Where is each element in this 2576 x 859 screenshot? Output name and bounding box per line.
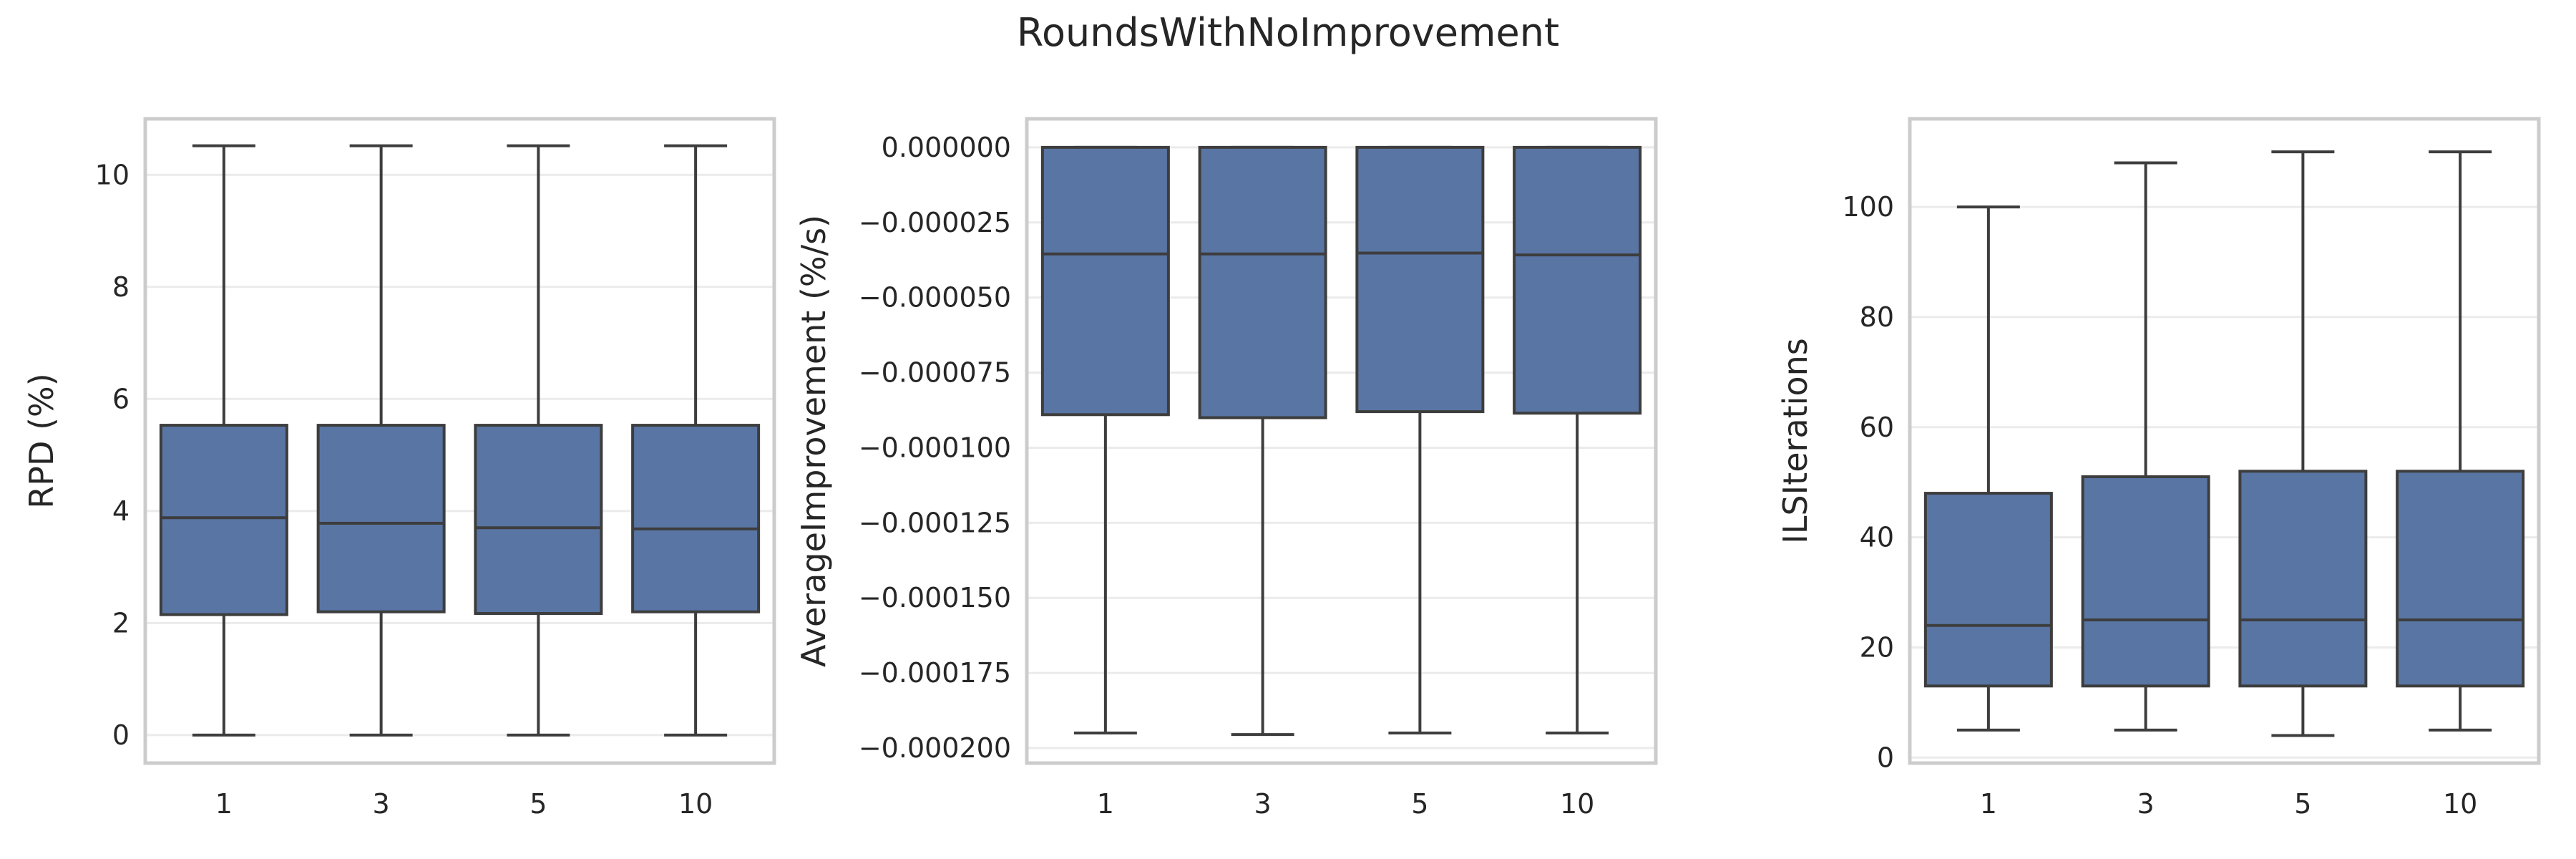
y-tick-label: 8 (112, 271, 130, 303)
x-tick-label: 1 (1980, 788, 1997, 820)
box-5 (1355, 145, 1485, 735)
box-5 (2238, 150, 2368, 737)
subplot-1: 0 2 4 6 8 10 1 3 5 10 RPD (%) (22, 117, 776, 820)
iqr-box (1355, 145, 1485, 414)
box-3 (1198, 145, 1327, 737)
iqr-box (2238, 470, 2368, 688)
y-tick-label: 10 (95, 159, 130, 190)
iqr-box (1513, 145, 1642, 415)
y-tick-label: 100 (1842, 191, 1894, 223)
axes-frame (143, 117, 776, 765)
box-10 (631, 144, 761, 737)
y-tick-label: 2 (112, 607, 130, 639)
y-tick-label: −0.000150 (859, 582, 1011, 613)
y-tick-label: −0.000100 (859, 432, 1011, 463)
y-tick-label: −0.000050 (859, 282, 1011, 314)
iqr-box (2396, 470, 2525, 688)
y-tick-label: 0 (1877, 742, 1894, 773)
x-tick-label: 1 (215, 788, 233, 820)
y-tick-label: 6 (112, 383, 130, 414)
box-10 (1513, 145, 1642, 735)
x-tick-label: 5 (2294, 788, 2311, 820)
x-tick-label: 10 (1560, 788, 1594, 820)
iqr-box (1198, 145, 1327, 419)
y-tick-label: 0 (112, 719, 130, 751)
subplot-3: 0 20 40 60 80 100 1 3 5 10 ILSIterations (1776, 117, 2541, 820)
y-tick-label: 0.000000 (882, 132, 1011, 163)
iqr-box (1040, 145, 1170, 417)
box-3 (316, 144, 446, 737)
iqr-box (1923, 492, 2053, 688)
x-tick-label: 10 (678, 788, 713, 820)
x-tick-label: 3 (1254, 788, 1272, 820)
y-tick-label: −0.000075 (859, 357, 1011, 389)
y-tick-label: −0.000025 (859, 207, 1011, 238)
y-tick-label: 80 (1860, 301, 1894, 333)
y-tick-label: 60 (1860, 412, 1894, 443)
iqr-box (631, 424, 761, 613)
iqr-box (316, 424, 446, 613)
y-axis-label: ILSIterations (1776, 338, 1815, 543)
x-tick-label: 1 (1097, 788, 1114, 820)
box-1 (1040, 145, 1170, 735)
x-tick-label: 10 (2443, 788, 2477, 820)
box-1 (1923, 205, 2053, 732)
y-tick-label: 40 (1860, 522, 1894, 553)
y-tick-label: −0.000175 (859, 657, 1011, 689)
iqr-box (474, 424, 603, 616)
box-10 (2396, 150, 2525, 732)
y-tick-label: −0.000125 (859, 507, 1011, 538)
x-tick-label: 5 (530, 788, 547, 820)
y-tick-label: 20 (1860, 631, 1894, 663)
figure-title: RoundsWithNoImprovement (1017, 10, 1559, 55)
subplot-2: 0.000000 −0.000025 −0.000050 −0.000075 −0.00… (794, 117, 1658, 820)
axes-frame (1025, 117, 1658, 765)
box-3 (2081, 161, 2210, 732)
x-tick-label: 3 (2137, 788, 2155, 820)
y-axis-label: RPD (%) (22, 373, 61, 508)
y-axis-label: AverageImprovement (%/s) (794, 215, 833, 667)
box-5 (474, 144, 603, 737)
x-tick-label: 3 (373, 788, 390, 820)
iqr-box (2081, 475, 2210, 688)
box-1 (159, 144, 288, 737)
x-tick-label: 5 (1411, 788, 1428, 820)
y-tick-label: −0.000200 (859, 732, 1011, 764)
iqr-box (159, 424, 288, 616)
axes-frame (1908, 117, 2541, 765)
y-tick-label: 4 (112, 495, 130, 527)
